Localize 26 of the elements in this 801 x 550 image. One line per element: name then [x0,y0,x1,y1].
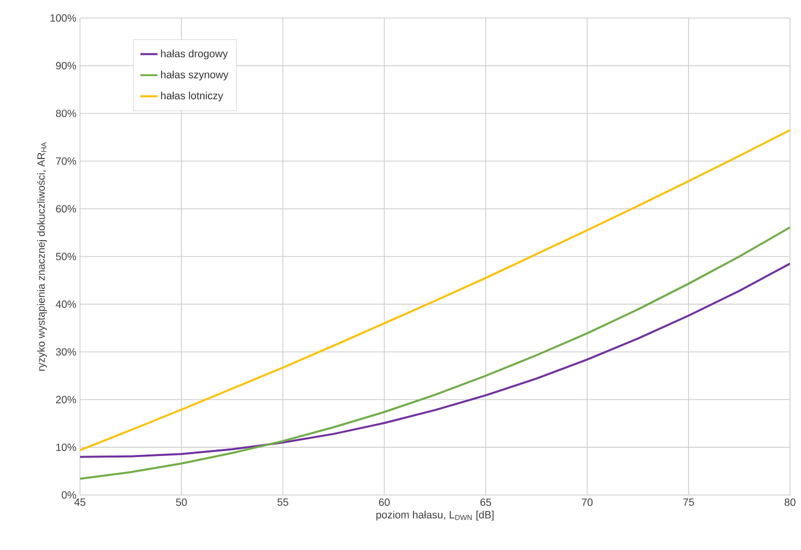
x-tick-label: 60 [379,498,390,506]
legend-label: hałas szynowy [161,70,228,80]
x-tick-label: 50 [176,498,187,506]
line-series [80,262,790,458]
y-tick-label: 100% [50,14,76,22]
y-tick-label: 90% [56,62,76,70]
y-tick-label: 20% [56,396,76,404]
y-axis-title: ryzyko wystąpienia znacznej dokuczliwości, AR$_{HA}$ [36,142,47,371]
y-tick-label: 0% [62,491,76,499]
x-tick-label: 80 [784,498,796,506]
x-tick-label: 70 [582,498,593,506]
x-tick-label: 75 [683,498,694,506]
legend-label: hałas drogowy [161,50,228,60]
x-axis-title: poziom hałasu, L$_{DWN}$ [dB] [376,510,494,521]
y-tick-label: 50% [56,252,76,260]
y-tick-label: 60% [56,205,76,213]
y-tick-label: 80% [56,110,76,118]
y-tick-label: 70% [56,157,76,165]
y-tick-label: 10% [56,444,76,452]
x-tick-label: 55 [277,498,288,506]
x-tick-label: 65 [480,498,492,506]
line-series [80,226,790,480]
legend-label: hałas lotniczy [161,92,224,102]
y-tick-label: 40% [56,300,76,308]
y-tick-label: 30% [56,348,76,356]
x-tick-label: 45 [74,498,86,506]
